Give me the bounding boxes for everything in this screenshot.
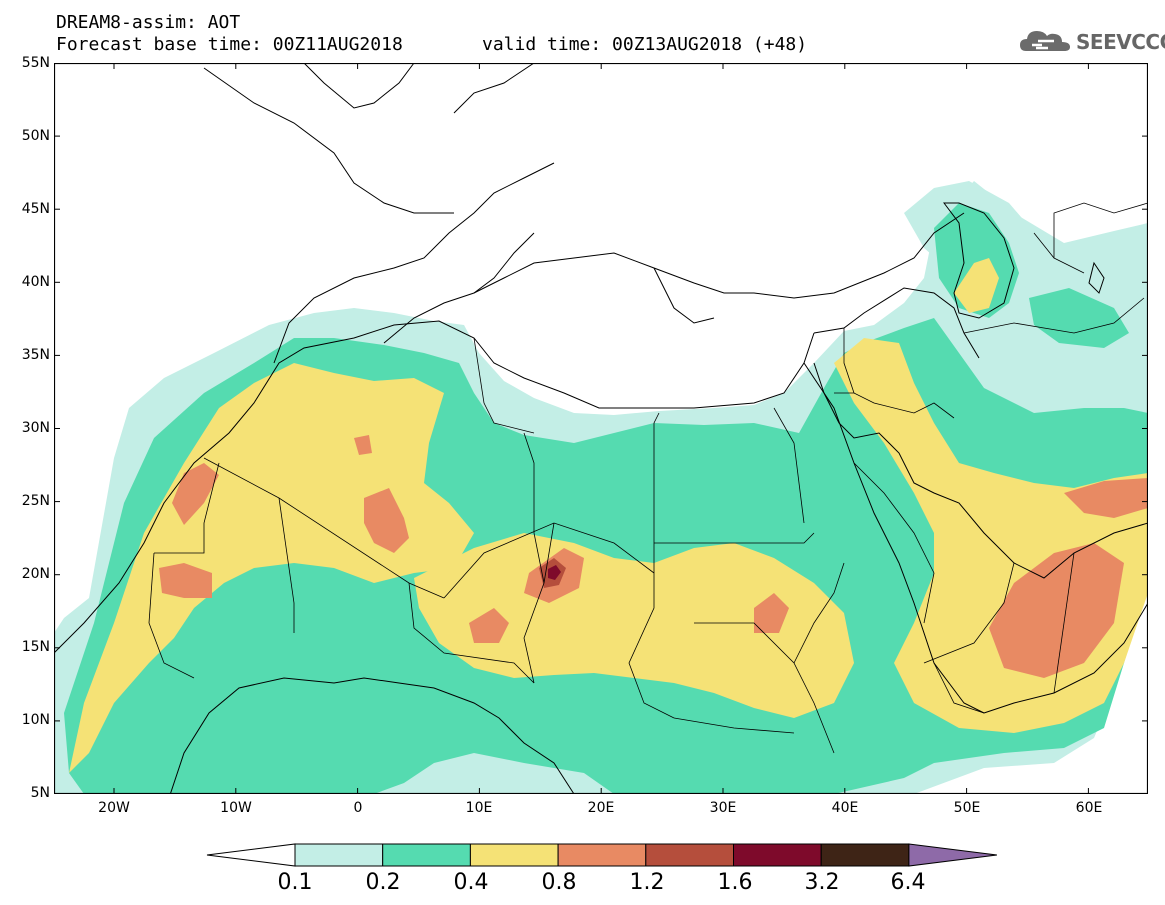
lon-label: 50E bbox=[953, 800, 981, 816]
lon-label: 0 bbox=[353, 800, 363, 816]
forecast-base-time: Forecast base time: 00Z11AUG2018 bbox=[56, 34, 403, 55]
lon-label: 40E bbox=[831, 800, 859, 816]
aot-band-0.4 bbox=[69, 363, 474, 773]
lon-label: 20E bbox=[587, 800, 615, 816]
colorbar-label: 1.2 bbox=[629, 870, 665, 895]
colorbar-label: 0.1 bbox=[277, 870, 313, 895]
aot-band-0.8-niger bbox=[469, 608, 509, 643]
valid-time: valid time: 00Z13AUG2018 (+48) bbox=[482, 34, 808, 55]
colorbar-label: 6.4 bbox=[890, 870, 926, 895]
colorbar-cell bbox=[645, 843, 734, 867]
aot-map bbox=[54, 63, 1148, 794]
aot-band-0.2-caspian-east bbox=[1029, 288, 1129, 348]
seevccc-logo: SEEVCCC bbox=[1018, 25, 1165, 57]
colorbar-cell bbox=[820, 843, 910, 867]
aot-band-0.4-sahel bbox=[414, 533, 854, 718]
colorbar-label: 0.8 bbox=[541, 870, 577, 895]
coastlines bbox=[54, 63, 1148, 794]
lat-label: 25N bbox=[21, 493, 50, 509]
aot-band-0.8-algeria-north bbox=[354, 435, 372, 455]
colorbar-overflow bbox=[908, 843, 997, 867]
lon-label: 30E bbox=[709, 800, 737, 816]
axis-ticks bbox=[54, 63, 1148, 794]
lat-label: 50N bbox=[21, 128, 50, 144]
aot-band-0.8-oman bbox=[1064, 478, 1148, 518]
lat-label: 20N bbox=[21, 566, 50, 582]
colorbar-label: 3.2 bbox=[804, 870, 840, 895]
aot-band-0.8-arabia bbox=[989, 543, 1124, 678]
aot-contours bbox=[54, 181, 1148, 794]
colorbar-label: 1.6 bbox=[717, 870, 753, 895]
lat-label: 15N bbox=[21, 639, 50, 655]
map-title: DREAM8-assim: AOT bbox=[56, 12, 241, 33]
lon-label: 10E bbox=[465, 800, 493, 816]
colorbar-cell bbox=[469, 843, 559, 867]
lon-label: 20W bbox=[98, 800, 130, 816]
lat-label: 5N bbox=[30, 785, 50, 801]
aot-band-0.8-algeria bbox=[364, 488, 409, 553]
colorbar-cell bbox=[382, 843, 471, 867]
colorbar bbox=[206, 843, 997, 867]
aot-band-1.6-chad bbox=[548, 565, 561, 580]
aot-band-0.4-iran bbox=[954, 258, 999, 313]
country-borders bbox=[148, 202, 1148, 754]
colorbar-underflow bbox=[206, 843, 296, 867]
logo-text: SEEVCCC bbox=[1076, 30, 1165, 54]
lat-label: 45N bbox=[21, 201, 50, 217]
colorbar-label: 0.4 bbox=[453, 870, 489, 895]
lon-label: 10W bbox=[220, 800, 252, 816]
colorbar-cell bbox=[733, 843, 822, 867]
lat-label: 55N bbox=[21, 55, 50, 71]
aot-band-0.8-sudan bbox=[754, 593, 789, 633]
cloud-icon bbox=[1020, 31, 1070, 51]
colorbar-label: 0.2 bbox=[365, 870, 401, 895]
aot-band-0.8-mauritania bbox=[159, 563, 212, 598]
lon-label: 60E bbox=[1075, 800, 1103, 816]
aot-band-0.8-morocco bbox=[172, 463, 219, 525]
lat-label: 40N bbox=[21, 274, 50, 290]
lat-label: 10N bbox=[21, 712, 50, 728]
lat-label: 35N bbox=[21, 347, 50, 363]
colorbar-cell bbox=[557, 843, 647, 867]
lat-label: 30N bbox=[21, 420, 50, 436]
colorbar-cell bbox=[294, 843, 384, 867]
